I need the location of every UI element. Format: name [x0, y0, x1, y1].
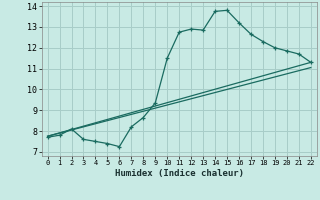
X-axis label: Humidex (Indice chaleur): Humidex (Indice chaleur) — [115, 169, 244, 178]
